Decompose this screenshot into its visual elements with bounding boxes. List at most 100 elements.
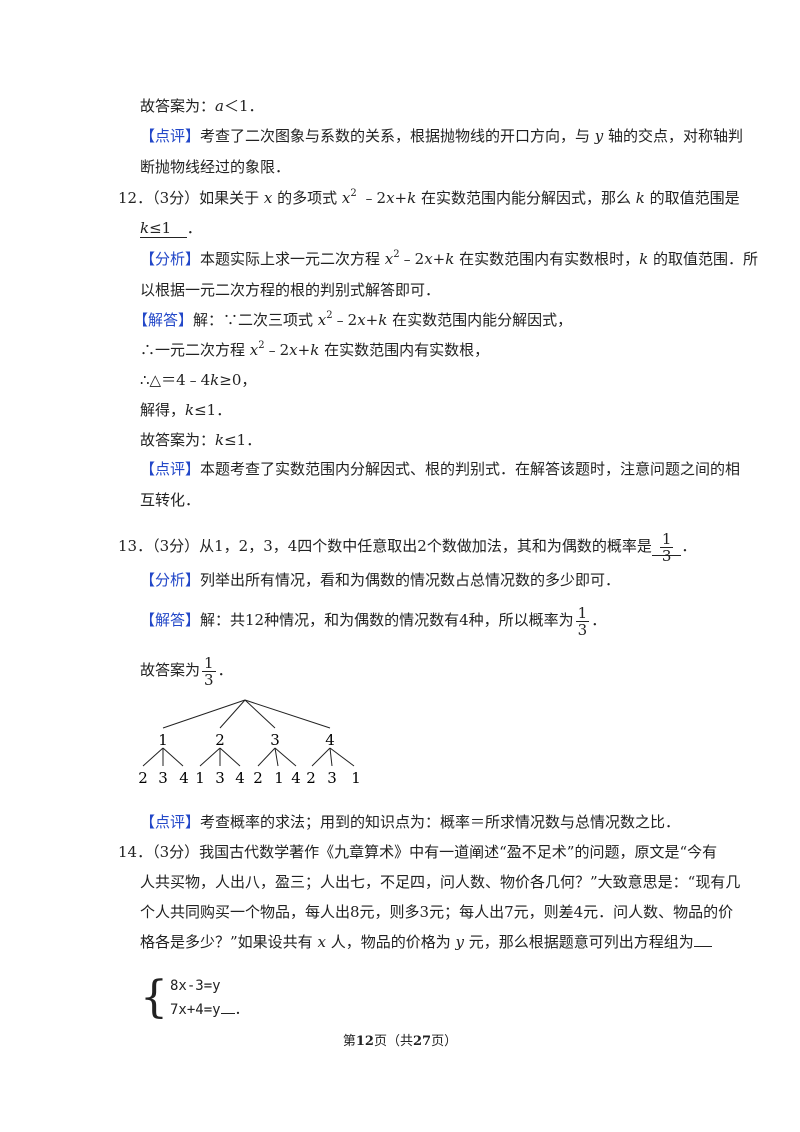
text: k (378, 311, 388, 329)
text: 2 (393, 249, 400, 260)
text: 故答案为： (140, 97, 216, 115)
line: 13．（3分）从1，2，3，4四个数中任意取出2个数做加法，其和为偶数的概率是 1… (118, 528, 696, 564)
text: 的取值范围．所 (648, 250, 758, 268)
line: 14．（3分）我国古代数学著作《九章算术》中有一道阐述“盈不足术”的问题，原文是… (118, 842, 717, 862)
equation: 8x-3=y (170, 978, 221, 994)
text: 故答案为： (140, 431, 216, 449)
text: 互转化． (140, 491, 201, 509)
text: + (297, 341, 311, 359)
line: 【点评】考查概率的求法；用到的知识点为：概率＝所求情况数与总情况数之比． (140, 812, 680, 832)
text: 3 (204, 670, 214, 689)
text: ． (681, 537, 697, 555)
text: k (185, 401, 195, 419)
leaf: 3 (215, 769, 225, 787)
text: ． (186, 219, 202, 237)
leaf: 4 (291, 769, 301, 787)
text: 在实数范围内有实数根时， (454, 250, 640, 268)
line: 以根据一元二次方程的根的判别式解答即可． (140, 280, 440, 300)
line: 【点评】考查了二次图象与系数的关系，根据抛物线的开口方向，与 y 轴的交点，对称… (140, 126, 743, 146)
leaf: 1 (351, 769, 361, 787)
text: 12 (355, 1034, 374, 1049)
text: a (215, 97, 224, 115)
text: ． (234, 1002, 249, 1018)
text: 页） (431, 1034, 458, 1049)
line: 【解答】解：∵二次三项式 x2﹣2x+k 在实数范围内能分解因式， (133, 310, 572, 330)
text: 解：∵二次三项式 (193, 311, 318, 329)
tree-diagram: 1 2 3 4 2 3 4 1 3 4 2 1 4 2 3 1 (138, 699, 361, 787)
text: k (407, 189, 417, 207)
text: 解：共12种情况，和为偶数的情况数有4种，所以概率为 (200, 611, 574, 629)
leaf: 2 (138, 769, 148, 787)
text: 人，物品的价格为 (325, 933, 456, 951)
line: 【解答】解：共12种情况，和为偶数的情况数有4种，所以概率为 1 3 ． (140, 602, 606, 638)
text: y (455, 933, 464, 951)
leaf: 1 (195, 769, 205, 787)
text: 2 (350, 188, 357, 199)
text: k (445, 250, 455, 268)
text: 本题考查了实数范围内分解因式、根的判别式．在解答该题时，注意问题之间的相 (200, 460, 741, 478)
text: 14．（3分）我国古代数学著作《九章算术》中有一道阐述“盈不足术”的问题，原文是… (118, 843, 718, 861)
node: 4 (325, 731, 335, 749)
tag: 【点评】 (140, 813, 201, 831)
text: k (310, 341, 320, 359)
text: 本题实际上求一元二次方程 (200, 250, 385, 268)
line: k≤1 ． (140, 218, 202, 238)
line: 【分析】列举出所有情况，看和为偶数的情况数占总情况数的多少即可． (140, 570, 620, 590)
line: 故答案为 1 3 ． (140, 652, 233, 688)
text: 的取值范围是 (644, 189, 740, 207)
text: 12．（3分）如果关于 (118, 189, 264, 207)
line: 故答案为：k≤1． (140, 430, 261, 450)
text: 2 (258, 340, 265, 351)
tag: 【点评】 (140, 460, 201, 478)
line: 人共买物，人出八，盈三；人出七，不足四，问人数、物价各几何？”大致意思是：“现有… (140, 872, 740, 892)
text: 2 (326, 310, 333, 321)
text: x (317, 311, 327, 329)
text: x (263, 189, 273, 207)
text: ∴△＝4﹣4 (140, 371, 211, 389)
text: x (341, 189, 351, 207)
node: 3 (270, 731, 280, 749)
text: 第 (342, 1034, 356, 1049)
text: 故答案为 (140, 661, 201, 679)
tag: 【解答】 (140, 611, 201, 629)
leaf: 3 (327, 769, 337, 787)
text: ∴一元二次方程 (140, 341, 250, 359)
text: 考查了二次图象与系数的关系，根据抛物线的开口方向，与 (200, 127, 595, 145)
tag: 【分析】 (140, 571, 201, 589)
node: 1 (158, 731, 168, 749)
text: 解得， (140, 401, 186, 419)
node: 2 (215, 731, 225, 749)
leaf: 4 (235, 769, 245, 787)
text: + (365, 311, 379, 329)
text: x (386, 189, 395, 207)
text: 轴的交点，对称轴判 (603, 127, 744, 145)
line: 【点评】本题考查了实数范围内分解因式、根的判别式．在解答该题时，注意问题之间的相 (140, 459, 740, 479)
text: k (210, 371, 220, 389)
text: ﹣2 (356, 189, 387, 207)
text: 元，那么根据题意可列出方程组为 (463, 933, 694, 951)
text: ≤1． (224, 431, 262, 449)
line: 互转化． (140, 490, 200, 510)
text: 3 (577, 620, 588, 639)
text: ﹣2 (264, 341, 290, 359)
line: 格各是多少？”如果设共有 x 人，物品的价格为 y 元，那么根据题意可列出方程组… (140, 932, 712, 952)
footer: 第12页（共27页） (0, 1032, 800, 1052)
text: ≤1 (149, 219, 172, 237)
text: + (432, 250, 446, 268)
text: ． (217, 661, 233, 679)
text: ≤1． (194, 401, 232, 419)
text: x (249, 341, 259, 359)
text: + (394, 189, 408, 207)
text: 的多项式 (272, 189, 342, 207)
line: 故答案为：a＜1． (140, 96, 264, 116)
text: ﹣2 (332, 311, 358, 329)
text: 人共买物，人出八，盈三；人出七，不足四，问人数、物价各几何？”大致意思是：“现有… (140, 873, 741, 891)
text: 27 (413, 1034, 432, 1049)
text: 在实数范围内能分解因式， (387, 311, 573, 329)
tag: 【分析】 (140, 250, 201, 268)
text: k (215, 431, 225, 449)
text: 1 (659, 529, 674, 548)
text: 考查概率的求法；用到的知识点为：概率＝所求情况数与总情况数之比． (200, 813, 681, 831)
text: 在实数范围内有实数根， (319, 341, 490, 359)
